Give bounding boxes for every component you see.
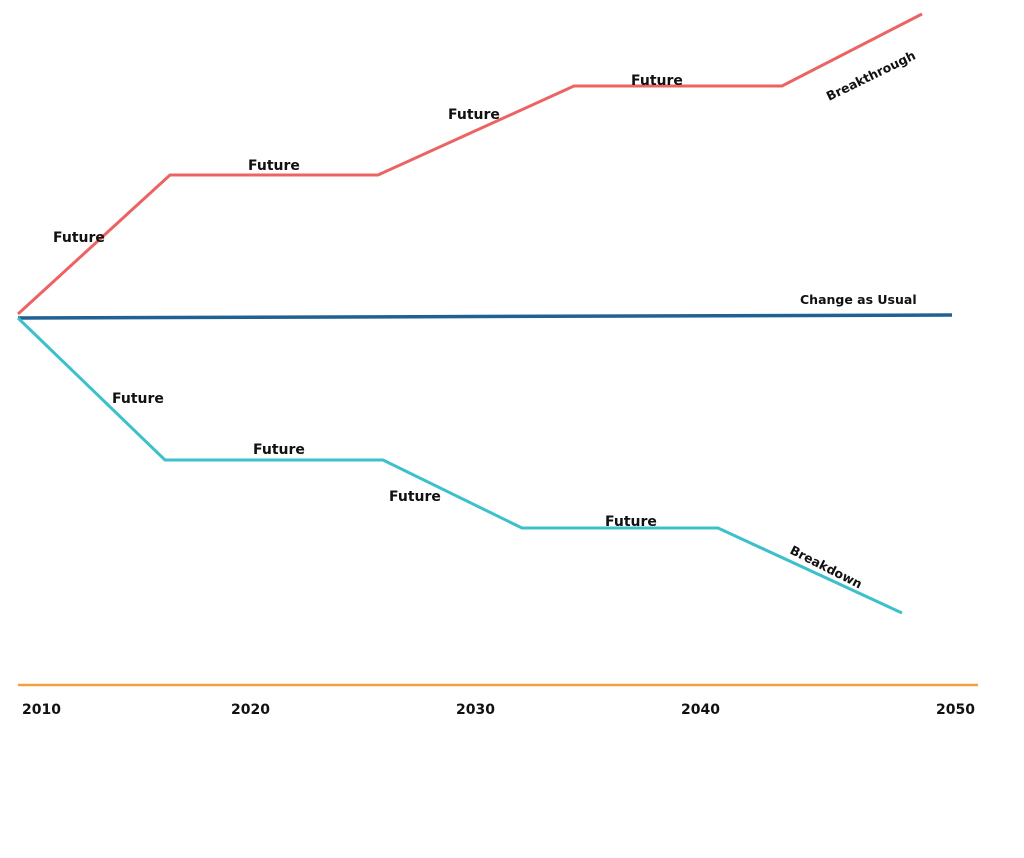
axis-year-label: 2010 — [22, 702, 61, 718]
axis-year-label: 2050 — [936, 702, 975, 718]
breakdown-segment-label: Future — [605, 514, 657, 530]
breakdown-segment-label: Future — [389, 489, 441, 505]
breakthrough-segment-label: Future — [448, 107, 500, 123]
breakthrough-segment-label: Future — [631, 73, 683, 89]
breakthrough-path — [16, 12, 923, 316]
breakdown-segment-label: Future — [253, 442, 305, 458]
axis-year-label: 2040 — [681, 702, 720, 718]
axis-year-label: 2020 — [231, 702, 270, 718]
usual-path — [17, 313, 953, 320]
usual-end-label: Change as Usual — [800, 292, 917, 307]
breakdown-path — [16, 316, 903, 615]
breakthrough-segment-label: Future — [248, 158, 300, 174]
breakthrough-segment-label: Future — [53, 230, 105, 246]
axis-year-label: 2030 — [456, 702, 495, 718]
breakdown-segment-label: Future — [112, 391, 164, 407]
